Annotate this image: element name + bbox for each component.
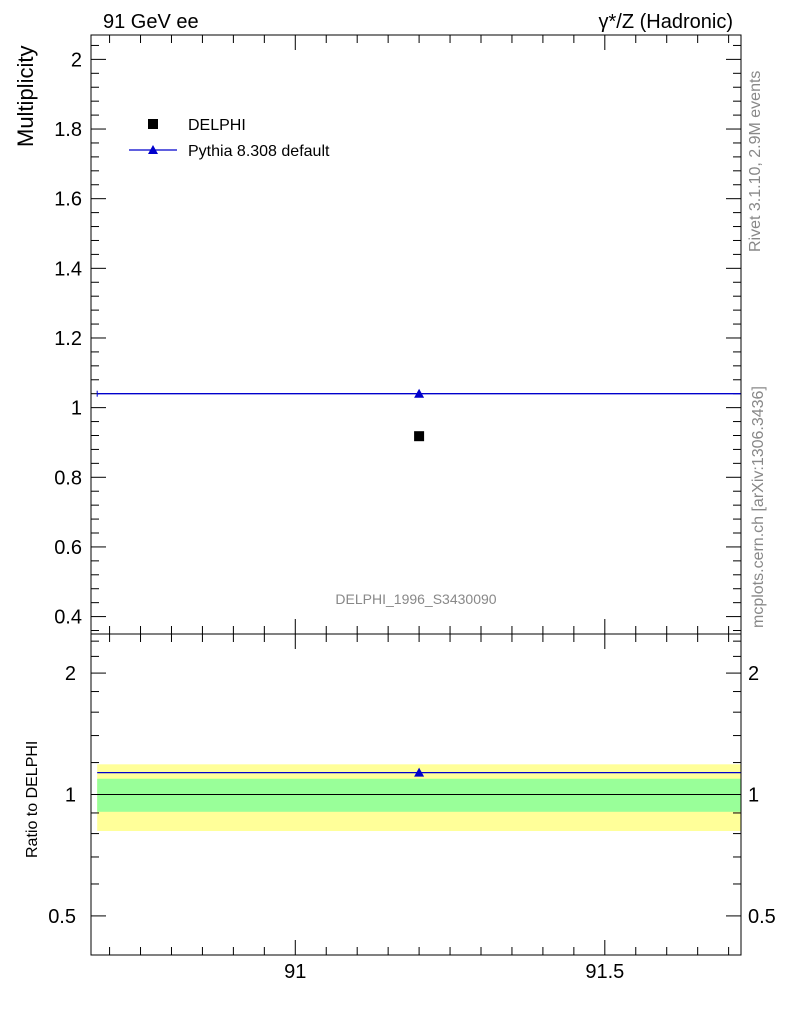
main-ytick-label: 1.4 (54, 258, 82, 280)
ratio-ytick-label-right: 0.5 (748, 906, 776, 928)
source-text: mcplots.cern.ch [arXiv:1306.3436] (750, 386, 767, 628)
ratio-ylabel: Ratio to DELPHI (24, 741, 41, 858)
main-ytick-label: 1 (71, 398, 82, 420)
rivet-version-text: Rivet 3.1.10, 2.9M events (747, 71, 764, 252)
legend-marker-delphi (148, 119, 158, 129)
data-point-delphi (414, 431, 425, 442)
ratio-xtick-label: 91.5 (585, 961, 624, 983)
data-point-pythia (414, 388, 425, 398)
ratio-panel-frame (90, 633, 742, 956)
header-left: 91 GeV ee (103, 11, 199, 33)
main-ytick-label: 0.8 (54, 467, 82, 489)
main-ytick-label: 1.2 (54, 328, 82, 350)
legend-label-pythia: Pythia 8.308 default (188, 143, 330, 160)
legend-label-delphi: DELPHI (188, 117, 246, 134)
axis-ticks (91, 35, 741, 956)
data-marks (96, 388, 742, 777)
main-ytick-label: 1.8 (54, 119, 82, 141)
ratio-ytick-label-right: 1 (748, 785, 759, 807)
legend: DELPHI Pythia 8.308 default (129, 117, 330, 160)
main-ytick-label: 0.6 (54, 537, 82, 559)
ratio-point-pythia (414, 767, 425, 777)
ratio-ytick-label: 1 (65, 785, 76, 807)
header-right: γ*/Z (Hadronic) (599, 11, 733, 33)
legend-marker-pythia (148, 145, 158, 154)
ratio-ytick-label: 0.5 (48, 906, 76, 928)
main-ytick-label: 1.6 (54, 189, 82, 211)
ratio-band-inner (97, 778, 741, 812)
main-ytick-label: 2 (71, 49, 82, 71)
main-ylabel: Multiplicity (13, 46, 38, 147)
analysis-id: DELPHI_1996_S3430090 (335, 591, 496, 607)
ratio-xtick-label: 91 (284, 961, 306, 983)
tick-labels: 0.4 0.6 0.8 1 1.2 1.4 1.6 1.8 2 91 91.5 0.5 0.5 1 1 2 2 (48, 49, 776, 983)
ratio-ytick-label: 2 (65, 663, 76, 685)
main-ytick-label: 0.4 (54, 607, 82, 629)
ratio-ytick-label-right: 2 (748, 663, 759, 685)
